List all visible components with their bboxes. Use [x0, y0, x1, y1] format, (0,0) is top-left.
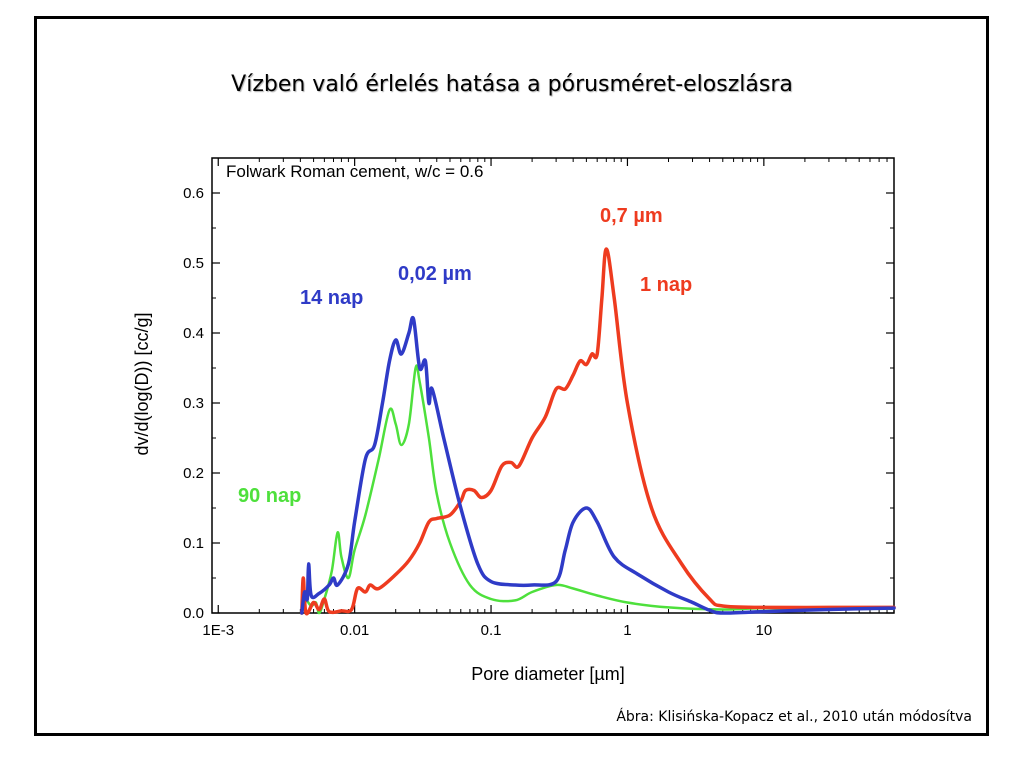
- annotation-90-nap: 90 nap: [238, 485, 301, 507]
- y-tick-label: 0.6: [183, 185, 204, 202]
- y-tick-label: 0.4: [183, 325, 204, 342]
- annotation-1-nap: 1 nap: [640, 274, 692, 296]
- y-tick-label: 0.2: [183, 465, 204, 482]
- chart-title: Folwark Roman cement, w/c = 0.6: [226, 162, 483, 181]
- x-tick-label: 0.01: [340, 622, 369, 639]
- x-tick-label: 1E-3: [202, 622, 234, 639]
- x-tick-label: 1: [623, 622, 631, 639]
- y-tick-label: 0.5: [183, 255, 204, 272]
- slide-title: Vízben való érlelés hatása a pórusméret-…: [231, 72, 793, 97]
- figure-credit: Ábra: Klisińska-Kopacz et al., 2010 után…: [616, 709, 972, 725]
- annotation-0-7-um: 0,7 µm: [600, 205, 663, 227]
- axis-ticks: 1E-3 0.01 0.1 1 10 0.0 0.1 0.2 0.3 0.4 0.5 0.6: [183, 157, 895, 639]
- x-tick-label: 0.1: [481, 622, 502, 639]
- annotation-0-02-um: 0,02 µm: [398, 263, 472, 285]
- series-line-90-nap: [300, 364, 896, 615]
- y-axis-label: dv/d(log(D)) [cc/g]: [132, 312, 152, 455]
- annotation-14-nap: 14 nap: [300, 287, 363, 309]
- x-tick-label: 10: [755, 622, 772, 639]
- x-axis-label: Pore diameter [µm]: [471, 664, 624, 684]
- y-tick-label: 0.0: [183, 605, 204, 622]
- plot-area: [211, 157, 895, 614]
- slide-frame: [34, 16, 989, 736]
- y-tick-label: 0.3: [183, 395, 204, 412]
- series-line-1-nap: [300, 247, 896, 616]
- series-lines: [300, 247, 896, 616]
- y-tick-label: 0.1: [183, 535, 204, 552]
- series-line-14-nap: [300, 315, 896, 615]
